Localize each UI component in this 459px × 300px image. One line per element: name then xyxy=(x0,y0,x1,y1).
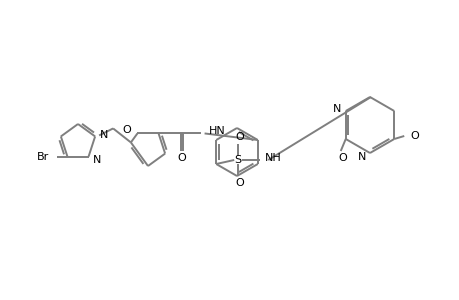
Text: O: O xyxy=(409,131,418,141)
Text: O: O xyxy=(177,153,185,164)
Text: S: S xyxy=(234,155,241,165)
Text: N: N xyxy=(332,104,340,114)
Text: N: N xyxy=(92,154,101,165)
Text: HN: HN xyxy=(208,126,225,136)
Text: O: O xyxy=(338,153,347,163)
Text: O: O xyxy=(123,125,131,135)
Text: Br: Br xyxy=(37,152,49,162)
Text: O: O xyxy=(235,132,244,142)
Text: N: N xyxy=(357,152,365,162)
Text: N: N xyxy=(100,130,108,140)
Text: O: O xyxy=(235,178,244,188)
Text: NH: NH xyxy=(265,153,281,163)
